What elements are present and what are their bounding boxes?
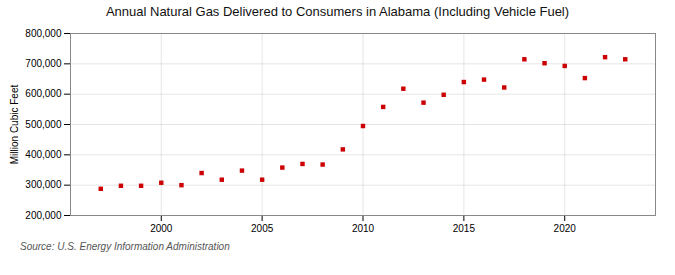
html-text:Annual Natural Gas Delivered t: Annual Natural Gas Delivered to Consumer… xyxy=(105,4,570,19)
svg-text:400,000: 400,000 xyxy=(25,149,62,160)
svg-text:2020: 2020 xyxy=(554,223,577,234)
svg-text:600,000: 600,000 xyxy=(25,88,62,99)
svg-text:500,000: 500,000 xyxy=(25,119,62,130)
svg-text:800,000: 800,000 xyxy=(25,28,62,39)
html-text:Source: U.S. Energy Informatio: Source: U.S. Energy Information Administ… xyxy=(20,241,230,252)
svg-text:300,000: 300,000 xyxy=(25,179,62,190)
svg-text:700,000: 700,000 xyxy=(25,58,62,69)
svg-text:2000: 2000 xyxy=(150,223,173,234)
svg-text:2010: 2010 xyxy=(352,223,375,234)
svg-text:200,000: 200,000 xyxy=(25,210,62,221)
svg-text:Million Cubic Feet: Million Cubic Feet xyxy=(9,85,20,165)
svg-text:2015: 2015 xyxy=(453,223,476,234)
svg-text:2005: 2005 xyxy=(251,223,274,234)
